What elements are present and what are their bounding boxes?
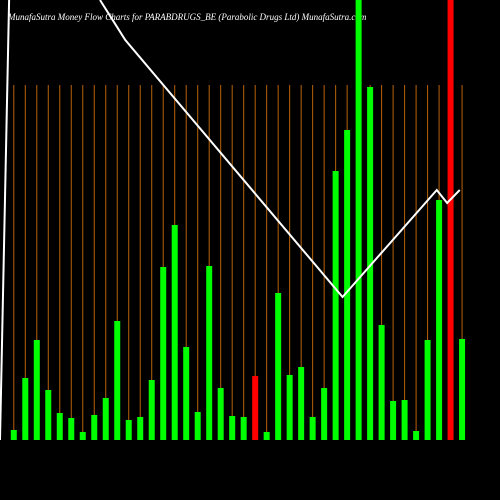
- bar: [125, 420, 132, 440]
- bar: [344, 130, 351, 440]
- bar: [413, 431, 420, 440]
- bar: [332, 171, 339, 440]
- bar: [91, 415, 98, 440]
- bar: [171, 225, 178, 440]
- bar: [79, 432, 86, 440]
- bar: [68, 418, 75, 440]
- bar: [459, 339, 466, 440]
- bar: [240, 417, 247, 440]
- bar: [263, 432, 270, 440]
- bar: [286, 375, 293, 440]
- bar: [447, 0, 454, 440]
- bar: [229, 416, 236, 440]
- bar: [183, 347, 190, 440]
- bar: [194, 412, 201, 440]
- bar: [321, 388, 328, 440]
- bar: [298, 367, 305, 440]
- bar: [137, 417, 144, 440]
- bar: [56, 413, 63, 440]
- bar: [424, 340, 431, 440]
- chart-title: MunafaSutra Money Flow Charts for PARABD…: [7, 12, 367, 22]
- bar: [148, 380, 155, 440]
- bar: [10, 430, 17, 440]
- bar: [114, 321, 121, 440]
- bar: [45, 390, 52, 440]
- bar: [367, 87, 374, 440]
- bar: [22, 378, 29, 440]
- bar: [252, 376, 259, 440]
- bar: [309, 417, 316, 440]
- bar: [378, 325, 385, 440]
- bar: [401, 400, 408, 440]
- bar: [102, 398, 109, 440]
- bar: [390, 401, 397, 440]
- bar: [217, 388, 224, 440]
- bar: [206, 266, 213, 440]
- bar: [275, 293, 282, 440]
- money-flow-line: [0, 0, 11, 441]
- bar: [33, 340, 40, 440]
- bar: [355, 0, 362, 440]
- money-flow-line: [99, 0, 461, 299]
- bar: [436, 200, 443, 440]
- bar: [160, 267, 167, 440]
